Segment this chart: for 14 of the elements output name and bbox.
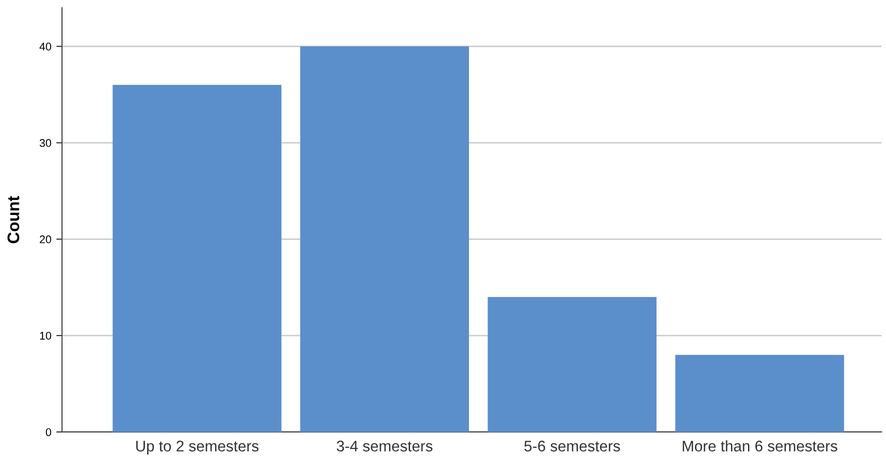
y-axis-title: Count xyxy=(7,196,20,244)
y-tick-label: 0 xyxy=(46,428,52,436)
x-tick-label: 5-6 semesters xyxy=(524,440,620,452)
y-tick-label: 30 xyxy=(40,139,52,147)
bar xyxy=(488,296,657,432)
bar xyxy=(112,84,282,432)
x-tick-label: 3-4 semesters xyxy=(336,440,432,452)
bar xyxy=(300,46,469,432)
x-tick-label: Up to 2 semesters xyxy=(136,440,258,455)
bar xyxy=(675,354,844,432)
y-tick-label: 10 xyxy=(40,332,52,340)
y-tick-label: 20 xyxy=(40,235,52,244)
x-tick-label: More than 6 semesters xyxy=(682,440,838,452)
y-tick-label: 40 xyxy=(40,42,52,51)
